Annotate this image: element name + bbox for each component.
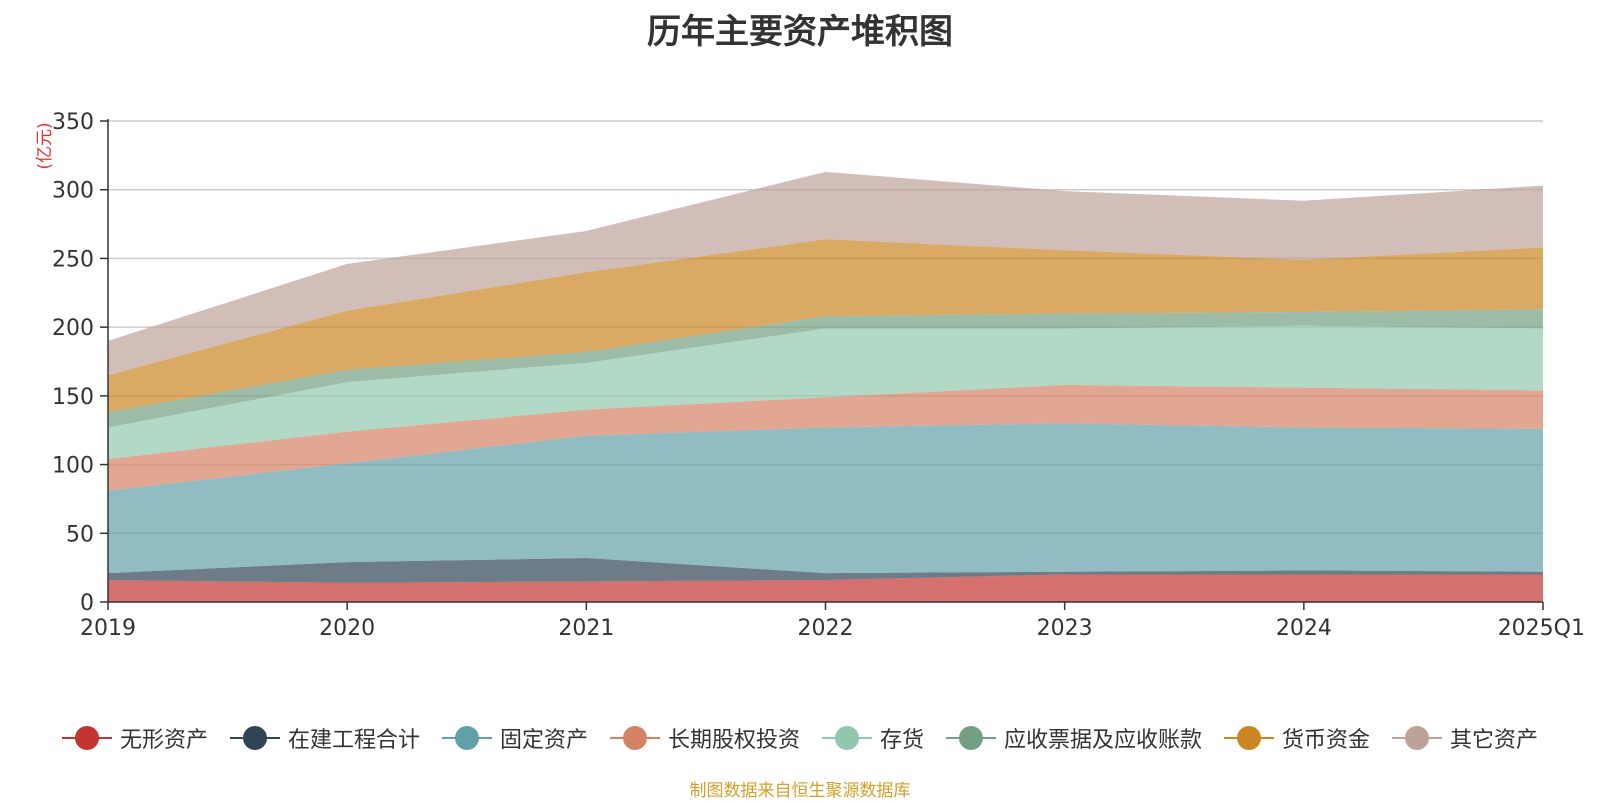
legend-item[interactable]: 无形资产: [61, 722, 208, 754]
area-series-5: [108, 309, 1543, 428]
area-series-2: [108, 423, 1543, 574]
x-tick-label: 2019: [80, 616, 136, 641]
legend-label: 在建工程合计: [287, 728, 420, 753]
area-series-3: [108, 384, 1543, 491]
legend-label: 固定资产: [499, 728, 588, 753]
legend-item[interactable]: 在建工程合计: [229, 722, 420, 754]
area-series-4: [108, 325, 1543, 460]
legend-marker-icon: [441, 725, 492, 751]
legend-item[interactable]: 长期股权投资: [609, 722, 800, 754]
area-series-7: [108, 171, 1543, 376]
y-unit-label: (亿元): [35, 122, 55, 169]
chart-title: 历年主要资产堆积图: [647, 12, 953, 52]
x-tick-label: 2022: [798, 616, 854, 641]
legend-marker-icon: [822, 725, 872, 751]
legend-label: 存货: [880, 728, 925, 753]
y-tick-label: 0: [80, 591, 94, 616]
legend-item[interactable]: 固定资产: [441, 722, 588, 754]
chart-plot: 0 50 100 150 200 250 300 350 2019 2020 2021 2022 202…: [35, 110, 1585, 641]
legend-label: 其它资产: [1450, 728, 1539, 753]
y-tick-label: 150: [52, 385, 94, 410]
legend: 无形资产 在建工程合计 固定资产 长期股权投资 存货 应收票据及应收账款 货币资金 其它资产: [0, 718, 1600, 758]
area-series-0: [108, 574, 1543, 602]
legend-marker-icon: [946, 725, 997, 751]
area-series-6: [108, 239, 1543, 413]
x-tick-label: 2023: [1037, 616, 1093, 641]
axes: 0 50 100 150 200 250 300 350 2019 2020 2021 2022 202…: [35, 110, 1585, 641]
legend-label: 长期股权投资: [667, 728, 800, 753]
legend-item[interactable]: 货币资金: [1224, 722, 1370, 754]
legend-marker-icon: [1224, 725, 1275, 751]
legend-marker-icon: [609, 725, 660, 751]
y-tick-label: 200: [52, 316, 94, 341]
legend-label: 应收票据及应收账款: [1004, 728, 1203, 753]
x-tick-label: 2025Q1: [1498, 616, 1585, 641]
y-tick-label: 350: [52, 110, 94, 135]
legend-label: 货币资金: [1282, 728, 1371, 753]
x-tick-label: 2024: [1276, 616, 1332, 641]
y-tick-label: 50: [66, 522, 94, 547]
x-tick-label: 2020: [319, 616, 375, 641]
area-series-1: [108, 558, 1543, 583]
legend-item[interactable]: 应收票据及应收账款: [946, 722, 1202, 754]
y-tick-label: 250: [52, 247, 94, 272]
area-series: [108, 171, 1543, 602]
y-tick-label: 300: [52, 179, 94, 204]
x-tick-label: 2021: [558, 616, 614, 641]
legend-label: 无形资产: [119, 728, 208, 753]
legend-item[interactable]: 存货: [822, 722, 924, 754]
source-note: 制图数据来自恒生聚源数据库: [689, 781, 911, 801]
legend-marker-icon: [1392, 725, 1443, 751]
legend-item[interactable]: 其它资产: [1392, 722, 1538, 754]
y-tick-label: 100: [52, 454, 94, 479]
legend-marker-icon: [229, 725, 280, 751]
legend-marker-icon: [61, 725, 112, 751]
